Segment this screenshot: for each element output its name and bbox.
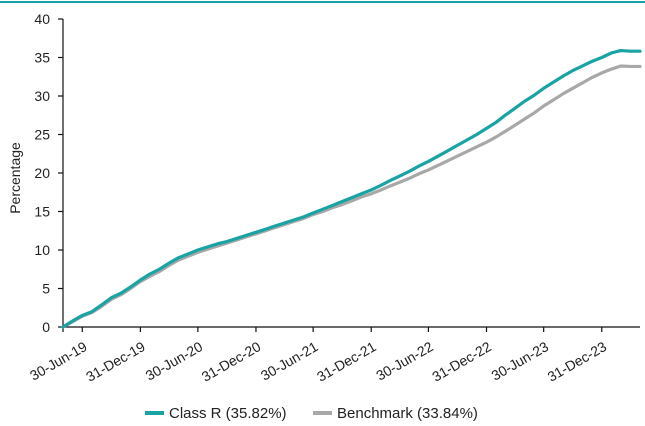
x-tick-label: 30-Jun-19	[27, 338, 90, 383]
y-tick-label: 40	[34, 11, 50, 27]
series-line-benchmark	[61, 64, 642, 329]
series-lines	[61, 48, 642, 329]
y-tick-label: 0	[42, 319, 50, 335]
x-tick-label: 31-Dec-23	[545, 338, 610, 385]
x-axis: 30-Jun-1931-Dec-1930-Jun-2031-Dec-2030-J…	[27, 326, 640, 385]
y-tick-label: 35	[34, 50, 50, 66]
legend-label-class-r: Class R (35.82%)	[169, 405, 287, 421]
x-tick-label: 30-Jun-22	[373, 338, 436, 383]
x-tick-label: 31-Dec-19	[83, 338, 148, 385]
y-tick-label: 20	[34, 165, 50, 181]
y-tick-label: 10	[34, 242, 50, 258]
x-tick-label: 30-Jun-23	[488, 338, 551, 383]
x-tick-label: 31-Dec-20	[199, 338, 264, 385]
legend-label-benchmark: Benchmark (33.84%)	[337, 405, 478, 421]
x-tick-label: 30-Jun-21	[258, 338, 321, 383]
y-tick-label: 15	[34, 204, 50, 220]
y-axis: 0 5 10 15 20 25 30 35 40	[34, 11, 64, 335]
series-line-class-r	[61, 48, 642, 329]
y-axis-title: Percentage	[7, 142, 23, 214]
y-tick-label: 30	[34, 88, 50, 104]
legend: Class R (35.82%) Benchmark (33.84%)	[145, 405, 478, 422]
x-tick-label: 31-Dec-22	[429, 338, 494, 385]
x-tick-label: 31-Dec-21	[314, 338, 379, 385]
y-tick-label: 5	[42, 281, 50, 297]
x-tick-label: 30-Jun-20	[143, 338, 206, 383]
y-tick-label: 25	[34, 127, 50, 143]
